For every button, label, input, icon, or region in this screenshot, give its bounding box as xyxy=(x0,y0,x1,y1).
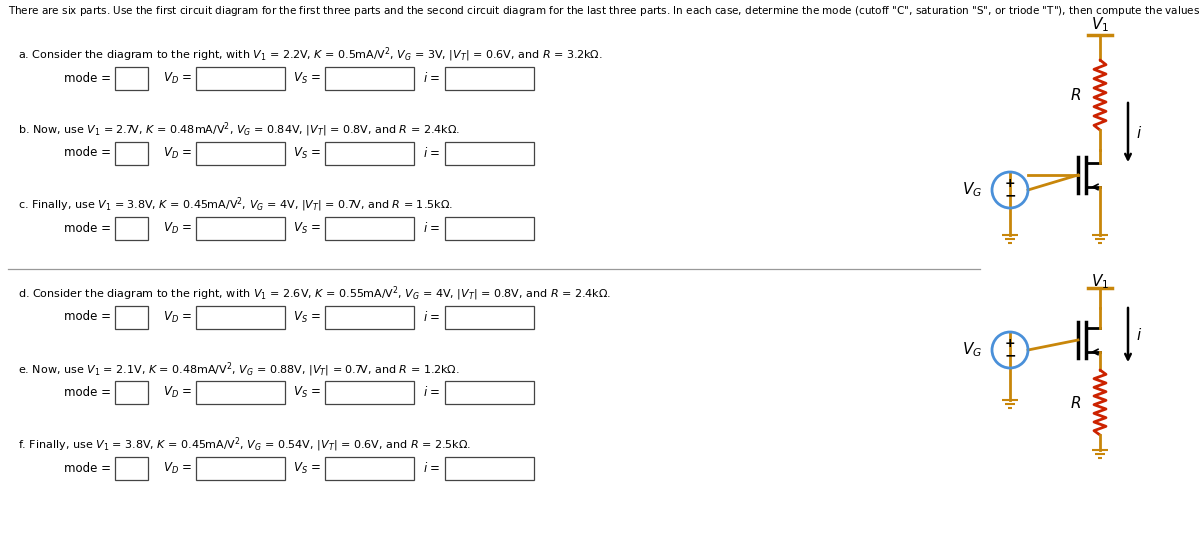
Text: $V_G$: $V_G$ xyxy=(962,181,982,199)
FancyBboxPatch shape xyxy=(324,306,414,329)
FancyBboxPatch shape xyxy=(196,381,284,404)
Text: $R$: $R$ xyxy=(1070,87,1081,103)
FancyBboxPatch shape xyxy=(196,66,284,90)
Text: $V_S$ =: $V_S$ = xyxy=(293,460,322,475)
Text: $V_D$ =: $V_D$ = xyxy=(163,309,192,325)
Text: $V_S$ =: $V_S$ = xyxy=(293,309,322,325)
Text: d. Consider the diagram to the right, with $V_1$ = 2.6V, $K$ = 0.55mA/V$^2$, $V_: d. Consider the diagram to the right, wi… xyxy=(18,284,611,303)
FancyBboxPatch shape xyxy=(196,217,284,240)
Text: $i$ =: $i$ = xyxy=(424,146,442,160)
Text: $V_1$: $V_1$ xyxy=(1091,15,1109,34)
Text: mode =: mode = xyxy=(64,146,112,160)
Text: $V_D$ =: $V_D$ = xyxy=(163,220,192,235)
FancyBboxPatch shape xyxy=(114,381,148,404)
Text: +: + xyxy=(1004,177,1015,190)
Text: c. Finally, use $V_1$ = 3.8V, $K$ = 0.45mA/V$^2$, $V_G$ = 4V, $|V_T|$ = 0.7V, an: c. Finally, use $V_1$ = 3.8V, $K$ = 0.45… xyxy=(18,195,452,214)
Text: mode =: mode = xyxy=(64,310,112,324)
FancyBboxPatch shape xyxy=(444,217,534,240)
Text: $V_S$ =: $V_S$ = xyxy=(293,384,322,399)
FancyBboxPatch shape xyxy=(444,66,534,90)
Text: mode =: mode = xyxy=(64,71,112,85)
Text: $V_G$: $V_G$ xyxy=(962,341,982,359)
Text: −: − xyxy=(1004,188,1016,203)
FancyBboxPatch shape xyxy=(196,457,284,480)
Text: $i$ =: $i$ = xyxy=(424,385,442,399)
FancyBboxPatch shape xyxy=(324,381,414,404)
Text: $V_1$: $V_1$ xyxy=(1091,272,1109,291)
Text: e. Now, use $V_1$ = 2.1V, $K$ = 0.48mA/V$^2$, $V_G$ = 0.88V, $|V_T|$ = 0.7V, and: e. Now, use $V_1$ = 2.1V, $K$ = 0.48mA/V… xyxy=(18,360,460,378)
FancyBboxPatch shape xyxy=(324,66,414,90)
Text: mode =: mode = xyxy=(64,221,112,235)
FancyBboxPatch shape xyxy=(444,457,534,480)
Text: $i$: $i$ xyxy=(1136,327,1142,343)
FancyBboxPatch shape xyxy=(196,142,284,165)
Text: $V_D$ =: $V_D$ = xyxy=(163,70,192,86)
FancyBboxPatch shape xyxy=(444,142,534,165)
Text: $V_D$ =: $V_D$ = xyxy=(163,145,192,161)
Text: $i$ =: $i$ = xyxy=(424,461,442,475)
FancyBboxPatch shape xyxy=(114,457,148,480)
FancyBboxPatch shape xyxy=(114,142,148,165)
FancyBboxPatch shape xyxy=(444,306,534,329)
Text: $i$ =: $i$ = xyxy=(424,71,442,85)
Text: $V_S$ =: $V_S$ = xyxy=(293,70,322,86)
FancyBboxPatch shape xyxy=(114,66,148,90)
Text: $V_D$ =: $V_D$ = xyxy=(163,460,192,475)
Text: $i$: $i$ xyxy=(1136,124,1142,140)
Text: $V_S$ =: $V_S$ = xyxy=(293,145,322,161)
FancyBboxPatch shape xyxy=(324,457,414,480)
Text: $i$ =: $i$ = xyxy=(424,310,442,324)
FancyBboxPatch shape xyxy=(114,217,148,240)
Text: f. Finally, use $V_1$ = 3.8V, $K$ = 0.45mA/V$^2$, $V_G$ = 0.54V, $|V_T|$ = 0.6V,: f. Finally, use $V_1$ = 3.8V, $K$ = 0.45… xyxy=(18,435,472,453)
FancyBboxPatch shape xyxy=(324,217,414,240)
Text: b. Now, use $V_1$ = 2.7V, $K$ = 0.48mA/V$^2$, $V_G$ = 0.84V, $|V_T|$ = 0.8V, and: b. Now, use $V_1$ = 2.7V, $K$ = 0.48mA/V… xyxy=(18,120,460,139)
Text: −: − xyxy=(1004,348,1016,362)
Text: $V_S$ =: $V_S$ = xyxy=(293,220,322,235)
FancyBboxPatch shape xyxy=(324,142,414,165)
Text: mode =: mode = xyxy=(64,461,112,474)
Text: mode =: mode = xyxy=(64,385,112,398)
FancyBboxPatch shape xyxy=(444,381,534,404)
Text: There are six parts. Use the first circuit diagram for the first three parts and: There are six parts. Use the first circu… xyxy=(8,4,1200,18)
FancyBboxPatch shape xyxy=(114,306,148,329)
Text: $i$ =: $i$ = xyxy=(424,221,442,235)
Text: +: + xyxy=(1004,337,1015,350)
Text: $R$: $R$ xyxy=(1070,394,1081,411)
Text: a. Consider the diagram to the right, with $V_1$ = 2.2V, $K$ = 0.5mA/V$^2$, $V_G: a. Consider the diagram to the right, wi… xyxy=(18,45,602,64)
Text: $V_D$ =: $V_D$ = xyxy=(163,384,192,399)
FancyBboxPatch shape xyxy=(196,306,284,329)
